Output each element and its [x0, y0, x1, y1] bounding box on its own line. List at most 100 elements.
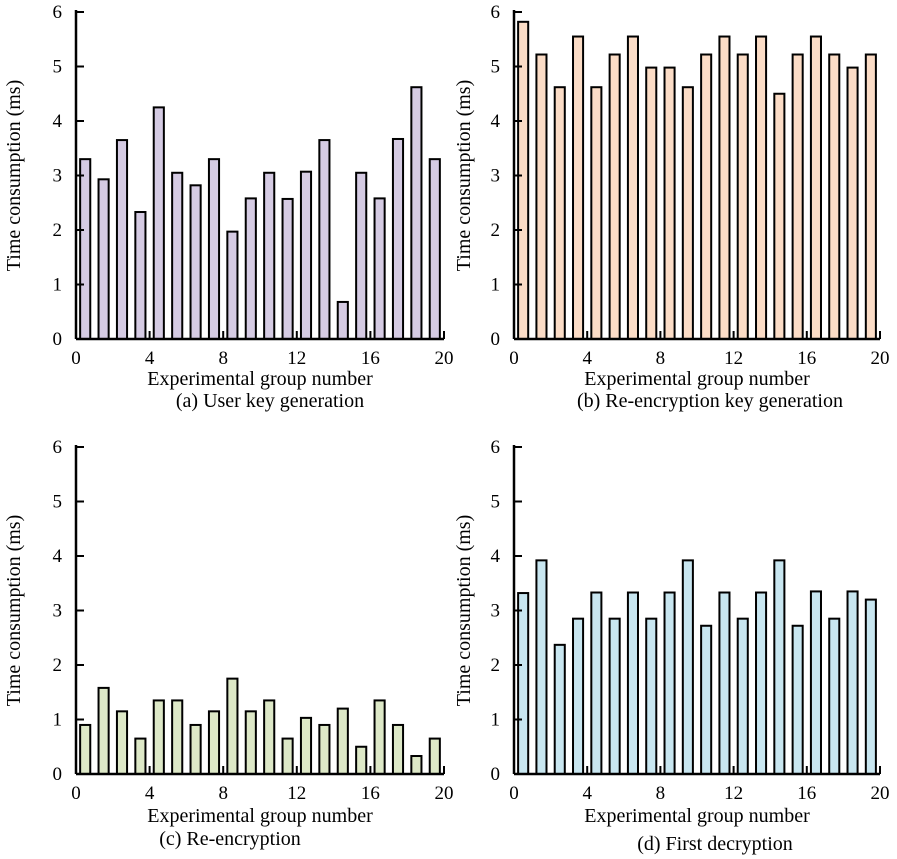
x-tick-label: 16 — [797, 348, 816, 369]
x-tick-label: 16 — [797, 783, 816, 804]
bar-group-7 — [626, 35, 639, 340]
x-tick-label: 4 — [145, 348, 155, 369]
bar-group-5 — [152, 106, 165, 341]
bar-group-5 — [152, 699, 165, 775]
bar-group-1 — [79, 158, 92, 340]
y-tick-label: 1 — [53, 275, 63, 296]
y-tick-label: 4 — [491, 546, 501, 567]
bar-group-11 — [700, 624, 713, 776]
bar-group-3 — [553, 86, 566, 340]
bar-group-19 — [410, 755, 423, 776]
bar-group-1 — [517, 20, 530, 341]
x-tick-label: 4 — [145, 783, 155, 804]
bar-group-2 — [97, 686, 110, 776]
bar-group-16 — [355, 745, 368, 775]
bar-group-12 — [718, 35, 731, 340]
y-tick-label: 1 — [53, 710, 63, 731]
bar-group-12 — [718, 591, 731, 776]
bar-group-10 — [244, 197, 257, 340]
panel-caption: (c) Re-encryption — [159, 828, 301, 850]
bar-group-14 — [755, 35, 768, 340]
bar-group-16 — [355, 171, 368, 340]
x-tick-label: 8 — [656, 783, 666, 804]
bar-group-15 — [773, 559, 786, 775]
bar-group-13 — [736, 53, 749, 340]
bar-group-4 — [572, 35, 585, 340]
y-tick-label: 4 — [53, 546, 63, 567]
x-tick-label: 4 — [582, 348, 592, 369]
bar-group-9 — [226, 677, 239, 776]
bar-group-8 — [207, 158, 221, 340]
bar-group-16 — [791, 53, 804, 340]
x-tick-label: 16 — [361, 348, 380, 369]
x-axis-title: Experimental group number — [147, 805, 373, 827]
bar-group-1 — [517, 592, 530, 775]
y-tick-label: 3 — [491, 601, 501, 622]
y-axis-title: Time consumption (ms) — [3, 80, 25, 272]
bar-group-20 — [864, 53, 877, 340]
bar-group-18 — [391, 723, 405, 776]
y-tick-label: 1 — [491, 275, 501, 296]
bar-group-2 — [97, 178, 110, 340]
bar-group-15 — [773, 92, 786, 340]
bar-group-14 — [318, 723, 331, 776]
x-tick-label: 12 — [724, 348, 743, 369]
bar-group-7 — [626, 591, 639, 776]
x-tick-label: 4 — [582, 783, 592, 804]
x-tick-label: 20 — [871, 348, 890, 369]
y-tick-label: 0 — [53, 329, 63, 350]
x-tick-label: 0 — [71, 783, 81, 804]
bar-group-9 — [226, 230, 239, 341]
bar-group-16 — [791, 624, 804, 776]
y-tick-label: 1 — [491, 710, 501, 731]
bar-group-12 — [281, 197, 294, 340]
y-tick-label: 5 — [491, 57, 501, 78]
y-tick-label: 3 — [491, 166, 501, 187]
bar-group-10 — [244, 710, 257, 776]
bar-group-1 — [79, 723, 92, 776]
bar-group-20 — [428, 158, 441, 340]
bar-group-14 — [755, 591, 768, 776]
y-tick-label: 6 — [491, 437, 501, 458]
y-tick-label: 3 — [53, 601, 63, 622]
bar-group-4 — [572, 617, 585, 775]
bar-group-11 — [263, 699, 276, 775]
y-tick-label: 2 — [53, 655, 63, 676]
bar-group-8 — [645, 66, 658, 340]
bar-group-12 — [281, 737, 294, 776]
bar-group-18 — [828, 53, 841, 340]
y-tick-label: 6 — [491, 2, 501, 23]
bar-group-5 — [590, 86, 603, 340]
bar-group-6 — [171, 699, 184, 775]
bar-group-20 — [864, 598, 877, 775]
bar-group-17 — [809, 35, 822, 340]
bar-group-10 — [681, 559, 694, 775]
bar-group-3 — [553, 643, 566, 776]
x-tick-label: 0 — [71, 348, 81, 369]
x-tick-label: 12 — [287, 348, 306, 369]
panel-caption: (d) First decryption — [637, 833, 793, 855]
bar-group-8 — [645, 617, 658, 775]
x-tick-label: 20 — [435, 783, 454, 804]
bar-group-17 — [373, 699, 386, 775]
x-axis-title: Experimental group number — [147, 368, 373, 390]
x-axis-title: Experimental group number — [584, 368, 810, 390]
y-tick-label: 2 — [491, 655, 501, 676]
y-tick-label: 5 — [53, 57, 63, 78]
bar-group-11 — [700, 53, 713, 340]
panel-caption: (b) Re-encryption key generation — [577, 390, 843, 412]
bar-group-9 — [663, 591, 676, 776]
bar-group-19 — [846, 590, 859, 775]
x-tick-label: 0 — [509, 783, 519, 804]
x-tick-label: 8 — [218, 783, 228, 804]
bar-group-7 — [189, 723, 202, 776]
bar-group-14 — [318, 139, 331, 340]
y-tick-label: 0 — [491, 329, 501, 350]
bar-group-13 — [736, 617, 749, 775]
y-tick-label: 6 — [53, 2, 63, 23]
x-tick-label: 20 — [435, 348, 454, 369]
panel-caption: (a) User key generation — [176, 390, 364, 412]
